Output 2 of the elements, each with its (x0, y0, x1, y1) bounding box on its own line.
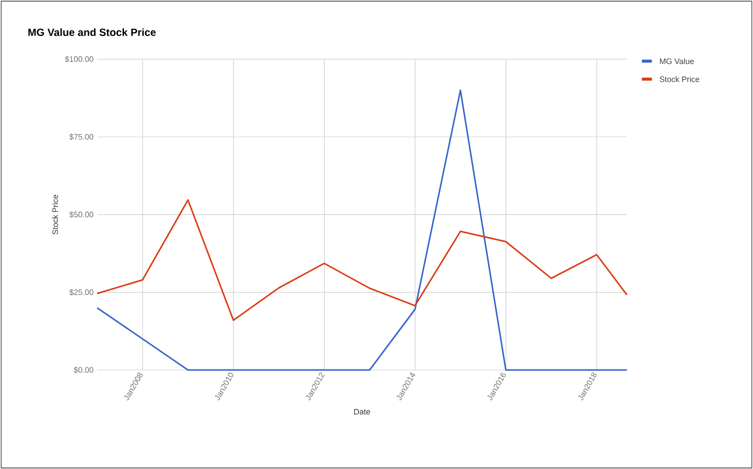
chart-title: MG Value and Stock Price (28, 28, 156, 36)
line-series (96, 199, 628, 321)
